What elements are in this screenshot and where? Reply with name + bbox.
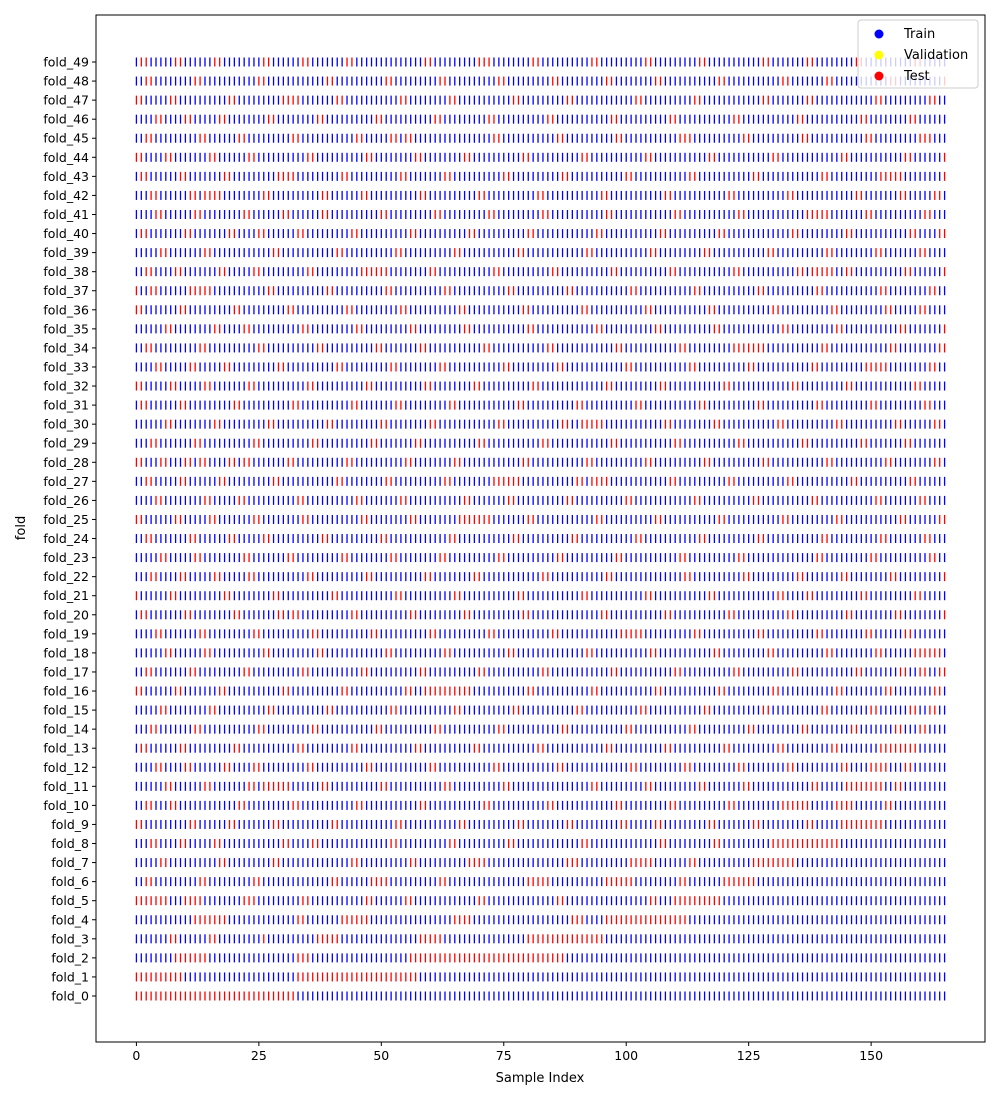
chart-background: [0, 0, 1000, 1100]
